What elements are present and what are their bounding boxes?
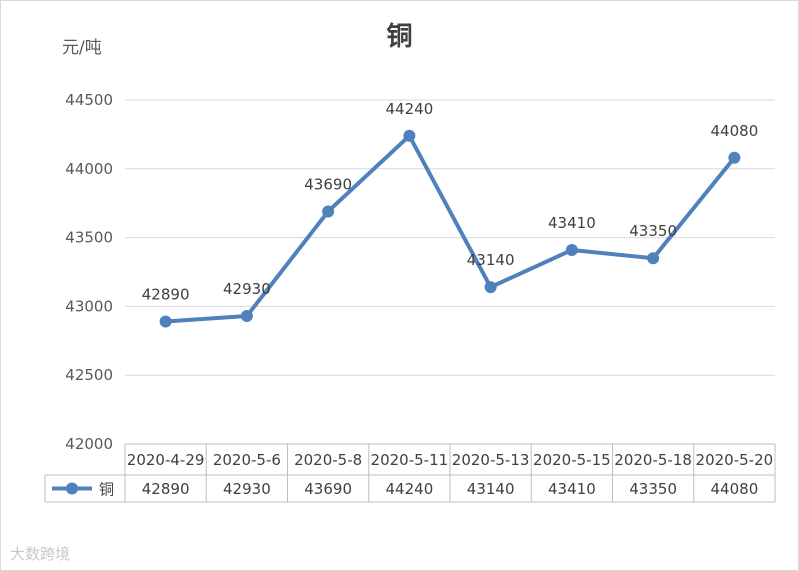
data-label: 43140 bbox=[467, 251, 515, 269]
x-category-label: 2020-5-15 bbox=[533, 451, 611, 469]
data-label: 44080 bbox=[711, 122, 759, 140]
data-labels: 42890 42930 43690 44240 43140 43410 43350 44080 bbox=[142, 100, 758, 304]
data-table: 2020-4-29 42890 2020-5-6 42930 2020-5-8 43690… bbox=[44, 443, 776, 503]
data-point bbox=[322, 205, 335, 218]
table-value: 44240 bbox=[386, 480, 434, 498]
data-label: 42930 bbox=[223, 280, 271, 298]
data-point bbox=[240, 310, 253, 323]
table-value: 43140 bbox=[467, 480, 515, 498]
y-tick-label: 44500 bbox=[65, 91, 113, 109]
data-point bbox=[647, 252, 660, 265]
data-point bbox=[159, 315, 172, 328]
series-line-copper bbox=[163, 133, 737, 324]
y-axis-unit-label: 元/吨 bbox=[62, 38, 102, 58]
data-label: 42890 bbox=[142, 286, 190, 304]
data-label: 43410 bbox=[548, 214, 596, 232]
y-tick-label: 43500 bbox=[65, 229, 113, 247]
y-tick-label: 44000 bbox=[65, 160, 113, 178]
x-category-label: 2020-5-8 bbox=[294, 451, 362, 469]
x-category-label: 2020-5-18 bbox=[614, 451, 692, 469]
gridlines bbox=[125, 99, 775, 376]
x-category-label: 2020-5-20 bbox=[696, 451, 774, 469]
data-point bbox=[565, 243, 578, 256]
x-category-label: 2020-5-13 bbox=[452, 451, 530, 469]
table-value: 44080 bbox=[711, 480, 759, 498]
data-point bbox=[728, 151, 741, 164]
table-value: 43690 bbox=[304, 480, 352, 498]
x-category-label: 2020-5-11 bbox=[371, 451, 449, 469]
data-points bbox=[159, 129, 741, 328]
y-tick-labels: 42000 42500 43000 43500 44000 44500 bbox=[65, 91, 113, 453]
data-point bbox=[484, 281, 497, 294]
data-point bbox=[403, 129, 416, 142]
data-label: 43690 bbox=[304, 175, 352, 193]
watermark: 大数跨境 bbox=[10, 545, 71, 563]
table-value: 42930 bbox=[223, 480, 271, 498]
table-value: 43350 bbox=[629, 480, 677, 498]
table-value: 42890 bbox=[142, 480, 190, 498]
y-tick-label: 42000 bbox=[65, 435, 113, 453]
legend-marker bbox=[66, 482, 78, 495]
x-category-label: 2020-4-29 bbox=[127, 451, 205, 469]
y-tick-label: 43000 bbox=[65, 297, 113, 315]
chart-title: 铜 bbox=[386, 22, 413, 52]
x-category-label: 2020-5-6 bbox=[213, 451, 281, 469]
table-value: 43410 bbox=[548, 480, 596, 498]
data-label: 44240 bbox=[386, 100, 434, 118]
y-tick-label: 42500 bbox=[65, 366, 113, 384]
legend-label: 铜 bbox=[99, 481, 114, 499]
data-label: 43350 bbox=[629, 222, 677, 240]
